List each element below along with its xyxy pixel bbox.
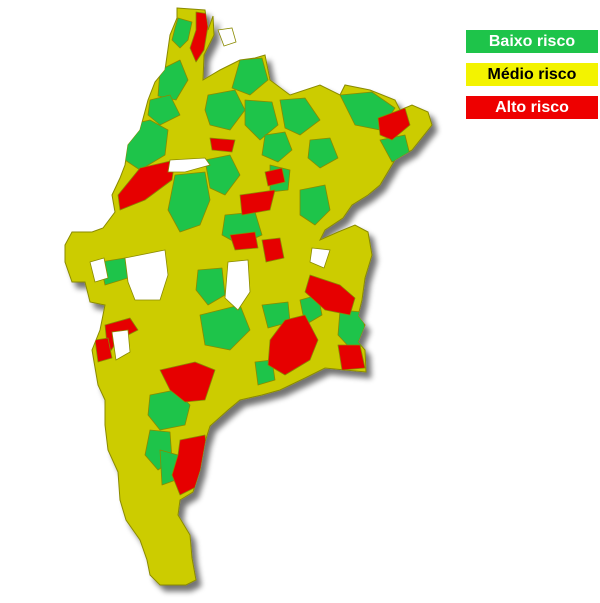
legend-medium-risk: Médio risco	[466, 63, 598, 86]
legend-high-risk: Alto risco	[466, 96, 598, 119]
high-risk-municipalities	[94, 11, 411, 496]
map-holes	[89, 27, 331, 361]
legend-low-risk: Baixo risco	[466, 30, 598, 53]
